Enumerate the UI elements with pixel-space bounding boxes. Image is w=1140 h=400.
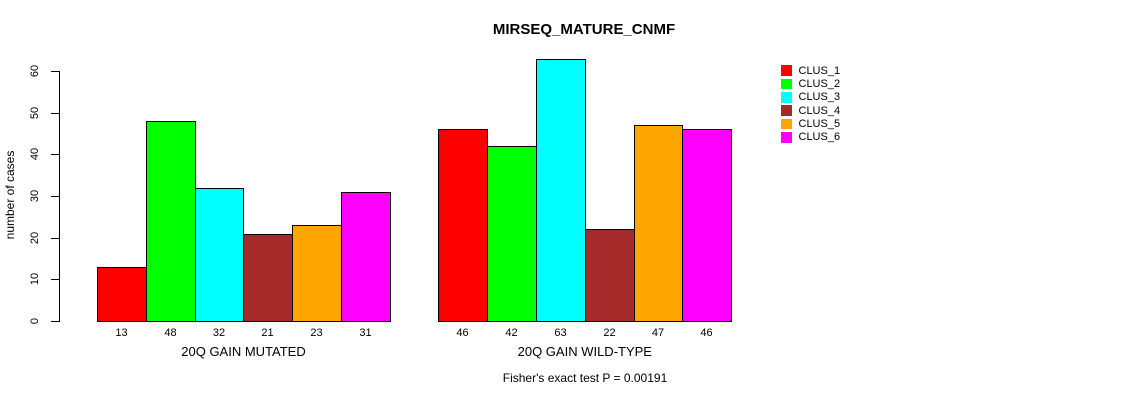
- y-tick-mark-10: [51, 279, 59, 280]
- group-label-mutated: 20Q GAIN MUTATED: [181, 344, 306, 359]
- legend-label-clus_1: CLUS_1: [798, 64, 841, 77]
- bar-clus_1-group1: [97, 267, 147, 322]
- y-tick-label-50: 50: [29, 106, 41, 120]
- legend-label-clus_5: CLUS_5: [798, 117, 841, 130]
- bar-value-clus_6-group2: 46: [700, 327, 713, 339]
- bar-value-clus_5-group2: 47: [651, 327, 665, 339]
- bar-clus_4-group1: [243, 234, 293, 322]
- bar-clus_6-group1: [341, 192, 391, 322]
- bar-value-clus_2-group1: 48: [164, 327, 177, 339]
- legend-label-clus_2: CLUS_2: [798, 77, 841, 90]
- legend-swatch-clus_2: [781, 78, 792, 90]
- y-tick-label-60: 60: [29, 64, 41, 78]
- y-tick-mark-50: [51, 113, 59, 114]
- bar-clus_5-group2: [634, 125, 683, 322]
- legend-entry-clus_2: CLUS_2: [781, 77, 840, 90]
- y-tick-mark-60: [51, 71, 59, 72]
- y-tick-mark-30: [51, 196, 59, 197]
- y-axis-title: number of cases: [3, 150, 17, 240]
- group-label-wild-type: 20Q GAIN WILD-TYPE: [517, 344, 652, 359]
- legend-swatch-clus_1: [781, 65, 792, 76]
- y-tick-label-0: 0: [29, 317, 41, 325]
- bar-clus_6-group2: [682, 129, 732, 322]
- bar-value-clus_5-group1: 23: [310, 327, 323, 339]
- bar-clus_2-group1: [146, 121, 196, 322]
- bar-clus_4-group2: [585, 229, 635, 322]
- y-tick-mark-20: [51, 238, 59, 239]
- chart-title: MIRSEQ_MATURE_CNMF: [492, 21, 676, 38]
- bar-value-clus_2-group2: 42: [505, 327, 518, 339]
- bar-clus_3-group1: [195, 188, 244, 322]
- y-axis-line: [59, 71, 60, 322]
- legend-label-clus_4: CLUS_4: [798, 104, 841, 117]
- legend: CLUS_1 CLUS_2 CLUS_3 CLUS_4 CLUS_5 CLUS_6: [781, 64, 840, 144]
- bar-clus_2-group2: [487, 146, 537, 322]
- y-tick-mark-0: [51, 321, 59, 322]
- legend-label-clus_3: CLUS_3: [798, 91, 841, 104]
- bar-value-clus_1-group1: 13: [115, 327, 128, 339]
- legend-swatch-clus_4: [781, 105, 792, 116]
- bar-clus_5-group1: [292, 225, 342, 322]
- legend-entry-clus_6: CLUS_6: [781, 131, 840, 144]
- legend-label-clus_6: CLUS_6: [798, 131, 841, 144]
- y-tick-mark-40: [51, 154, 59, 155]
- bar-value-clus_1-group2: 46: [456, 327, 469, 339]
- bar-value-clus_3-group1: 32: [212, 327, 226, 339]
- fisher-test-footnote: Fisher's exact test P = 0.00191: [502, 371, 668, 385]
- legend-swatch-clus_3: [781, 92, 792, 103]
- bar-clus_1-group2: [438, 129, 488, 322]
- legend-swatch-clus_5: [781, 118, 792, 130]
- bar-value-clus_3-group2: 63: [554, 327, 567, 339]
- legend-entry-clus_5: CLUS_5: [781, 117, 840, 130]
- legend-entry-clus_1: CLUS_1: [781, 64, 840, 77]
- y-tick-label-10: 10: [29, 272, 41, 286]
- bar-value-clus_6-group1: 31: [359, 327, 372, 339]
- legend-entry-clus_4: CLUS_4: [781, 104, 840, 117]
- legend-entry-clus_3: CLUS_3: [781, 91, 840, 104]
- bar-value-clus_4-group2: 22: [603, 327, 616, 339]
- legend-swatch-clus_6: [781, 132, 792, 143]
- y-tick-label-20: 20: [29, 231, 41, 245]
- bar-clus_3-group2: [536, 59, 586, 322]
- bar-value-clus_4-group1: 21: [261, 327, 274, 339]
- y-tick-label-30: 30: [29, 189, 41, 203]
- y-tick-label-40: 40: [29, 147, 41, 161]
